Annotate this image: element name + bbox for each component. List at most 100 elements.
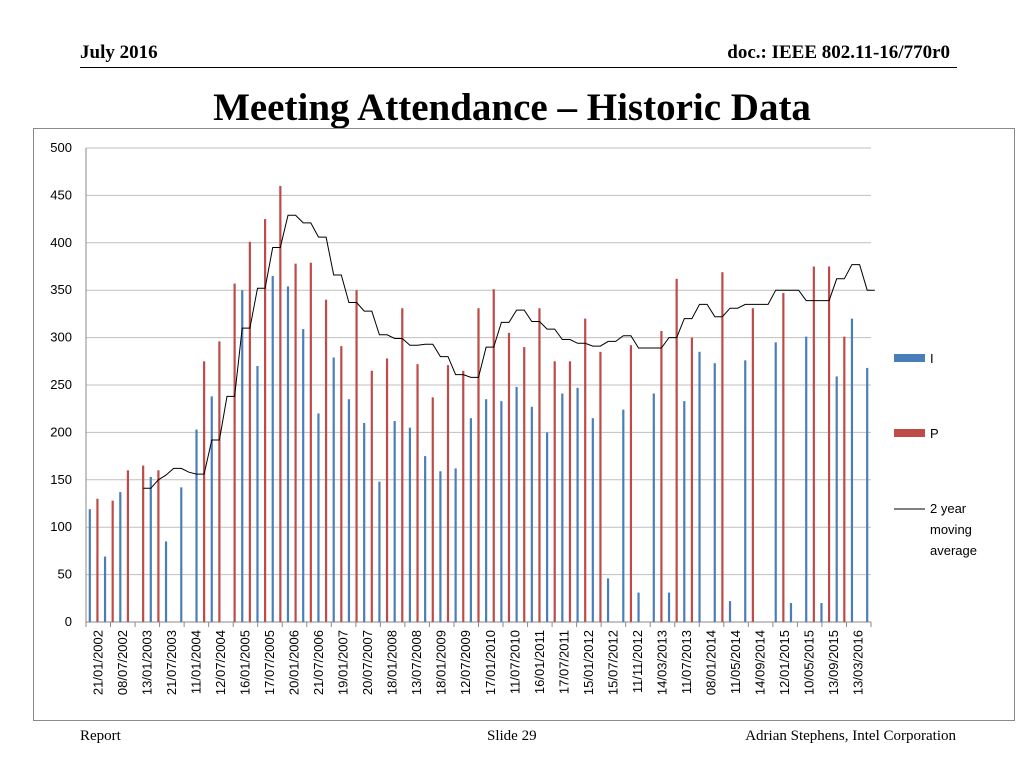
bar-P xyxy=(157,470,160,622)
bar-I xyxy=(591,418,594,622)
x-tick-label: 10/05/2015 xyxy=(802,630,817,695)
bar-I xyxy=(789,603,793,622)
x-tick-label: 19/01/2007 xyxy=(336,630,351,695)
legend-label-I: I xyxy=(930,351,934,366)
footer-left: Report xyxy=(80,728,121,744)
bar-I xyxy=(149,476,152,622)
bar-P xyxy=(142,465,145,622)
bar-P xyxy=(111,500,114,622)
bar-I xyxy=(485,399,488,622)
bar-I xyxy=(363,422,366,622)
x-tick-label: 17/07/2005 xyxy=(262,630,277,695)
bar-P xyxy=(248,241,251,622)
bar-P xyxy=(401,308,404,622)
x-tick-label: 13/09/2015 xyxy=(826,630,841,695)
x-tick-label: 15/01/2012 xyxy=(581,630,596,695)
bar-P xyxy=(827,266,831,622)
bar-P xyxy=(782,293,785,622)
x-tick-label: 16/01/2005 xyxy=(237,630,252,695)
bar-P xyxy=(340,346,343,622)
y-tick-label: 450 xyxy=(50,187,72,202)
bar-P xyxy=(96,498,99,622)
bar-P xyxy=(751,308,754,622)
bar-P xyxy=(203,361,206,622)
header-date: July 2016 xyxy=(80,42,158,63)
bar-I xyxy=(713,363,716,622)
bar-P xyxy=(218,341,221,622)
x-tick-label: 11/05/2014 xyxy=(728,630,743,694)
bar-I xyxy=(500,401,503,622)
chart-area: 0 50 100 150 200 250 300 350 400 450 500 21/01/2002… xyxy=(33,128,1015,721)
footer-author: Adrian Stephens, Intel Corporation xyxy=(745,728,956,744)
x-tick-label: 13/03/2016 xyxy=(851,630,866,695)
bar-P xyxy=(477,308,480,622)
bar-I xyxy=(195,429,198,622)
bar-I xyxy=(88,509,91,622)
bar-I xyxy=(103,556,107,622)
legend-label-P: P xyxy=(930,426,939,441)
x-tick-label: 08/01/2014 xyxy=(704,630,719,695)
bar-P xyxy=(416,364,419,622)
bar-P xyxy=(675,278,678,622)
y-tick-label: 100 xyxy=(50,519,72,534)
x-tick-label: 20/01/2006 xyxy=(287,630,302,695)
bar-P xyxy=(355,290,358,622)
bar-P xyxy=(431,397,434,622)
x-tick-label: 21/01/2002 xyxy=(90,630,105,695)
bar-P xyxy=(462,370,465,622)
bar-P xyxy=(233,283,236,622)
bar-P xyxy=(568,361,572,622)
bar-P xyxy=(523,347,526,622)
bar-I xyxy=(637,592,640,622)
header-divider xyxy=(80,67,957,68)
x-tick-label: 18/01/2008 xyxy=(385,630,400,695)
x-tick-label: 16/01/2011 xyxy=(532,630,547,694)
bar-P xyxy=(309,262,312,622)
bar-I xyxy=(545,432,549,622)
y-tick-label: 350 xyxy=(50,282,72,297)
x-tick-label: 11/07/2010 xyxy=(507,630,522,694)
y-tick-label: 250 xyxy=(50,377,72,392)
bar-I xyxy=(774,342,777,622)
moving-average-line xyxy=(143,214,875,489)
bar-I xyxy=(408,427,412,622)
bar-I xyxy=(652,393,655,622)
bar-P xyxy=(324,299,328,622)
header-doc-number: doc.: IEEE 802.11-16/770r0 xyxy=(727,42,950,63)
bar-I xyxy=(180,487,183,622)
bar-I xyxy=(378,481,381,622)
bar-I xyxy=(820,603,823,622)
bar-P xyxy=(294,263,297,622)
x-tick-label: 21/07/2006 xyxy=(311,630,326,695)
bar-I xyxy=(728,601,732,622)
x-tick-label: 11/11/2012 xyxy=(630,630,645,693)
slide-title: Meeting Attendance – Historic Data xyxy=(213,86,811,129)
x-tick-label: 13/01/2003 xyxy=(139,630,154,695)
bar-P xyxy=(584,318,587,622)
bar-P xyxy=(721,272,724,622)
bar-I xyxy=(164,541,168,622)
bar-I xyxy=(805,336,808,622)
bar-P xyxy=(385,358,389,622)
bar-P xyxy=(812,266,815,622)
legend-swatch-I xyxy=(894,354,925,362)
x-tick-label: 20/07/2007 xyxy=(360,630,375,695)
bar-I xyxy=(515,386,518,622)
bar-P xyxy=(629,345,633,622)
bar-I xyxy=(241,290,244,622)
x-tick-label: 12/07/2009 xyxy=(458,630,473,695)
bar-I xyxy=(667,592,671,622)
y-tick-label: 300 xyxy=(50,330,72,345)
bar-P xyxy=(492,289,495,622)
bar-I xyxy=(439,471,442,622)
bar-P xyxy=(553,361,556,622)
bar-I xyxy=(256,366,259,622)
bar-I xyxy=(576,387,579,622)
bar-I xyxy=(835,376,838,622)
bar-P xyxy=(446,365,450,622)
x-tick-label: 11/07/2013 xyxy=(679,630,694,694)
y-tick-label: 150 xyxy=(50,472,72,487)
x-tick-label: 12/01/2015 xyxy=(777,630,792,695)
x-tick-label: 17/01/2010 xyxy=(483,630,498,695)
bar-I xyxy=(454,468,457,622)
